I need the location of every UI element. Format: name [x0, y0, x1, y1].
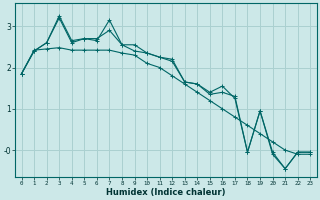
X-axis label: Humidex (Indice chaleur): Humidex (Indice chaleur) [106, 188, 226, 197]
